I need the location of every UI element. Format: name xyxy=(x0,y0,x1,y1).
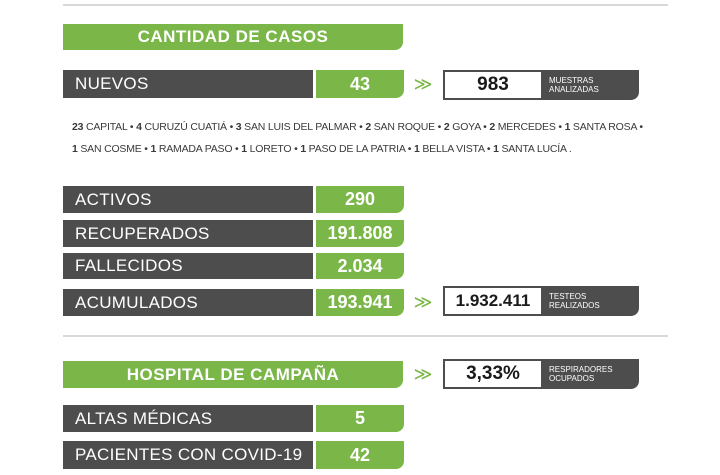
nuevos-value: 43 xyxy=(316,70,404,98)
fallecidos-label: FALLECIDOS xyxy=(63,253,313,279)
locality-item: 1 SAN COSME xyxy=(72,143,142,155)
locality-name: SAN ROQUE xyxy=(371,121,435,133)
bullet-separator: • xyxy=(434,121,444,133)
locality-item: 23 CAPITAL xyxy=(72,121,127,133)
locality-item: 4 CURUZÚ CUATIÁ xyxy=(136,121,227,133)
bullet-separator: • xyxy=(226,121,236,133)
acumulados-label: ACUMULADOS xyxy=(63,289,313,316)
locality-name: SAN COSME xyxy=(77,143,142,155)
locality-count: 1 xyxy=(493,143,499,155)
locality-count: 4 xyxy=(136,121,142,133)
locality-name: SANTA LUCÍA xyxy=(498,143,567,155)
locality-name: LORETO xyxy=(246,143,292,155)
locality-name: GOYA xyxy=(449,121,481,133)
locality-item: 2 GOYA xyxy=(444,121,481,133)
muestras-value: 983 xyxy=(445,72,541,98)
bullet-separator: • xyxy=(232,143,242,155)
locality-name: PASO DE LA PATRIA xyxy=(305,143,406,155)
section-title-casos: CANTIDAD DE CASOS xyxy=(63,24,403,50)
activos-label: ACTIVOS xyxy=(63,186,313,213)
activos-value: 290 xyxy=(316,186,404,213)
locality-count: 3 xyxy=(235,121,242,133)
nuevos-label: NUEVOS xyxy=(63,70,313,98)
altas-label: ALTAS MÉDICAS xyxy=(63,405,313,432)
localities-breakdown: 23 CAPITAL • 4 CURUZÚ CUATIÁ • 3 SAN LUI… xyxy=(72,116,652,160)
locality-count: 1 xyxy=(414,143,420,155)
bullet-separator: • xyxy=(356,121,366,133)
recuperados-value: 191.808 xyxy=(316,220,404,247)
locality-count: 2 xyxy=(443,121,450,133)
locality-count: 2 xyxy=(489,121,495,133)
locality-count: 23 xyxy=(72,121,84,133)
muestras-caption-line2: ANALIZADAS xyxy=(549,85,599,94)
locality-item: 1 BELLA VISTA xyxy=(414,143,484,155)
bullet-separator: • xyxy=(636,121,643,133)
locality-count: 1 xyxy=(241,143,247,155)
fallecidos-value: 2.034 xyxy=(316,253,404,279)
localities-line-2: 1 SAN COSME • 1 RAMADA PASO • 1 LORETO •… xyxy=(72,138,652,160)
locality-name: SANTA ROSA xyxy=(570,121,637,133)
bullet-separator: • xyxy=(127,121,137,133)
locality-count: 2 xyxy=(365,121,372,133)
locality-name: MERCEDES xyxy=(495,121,556,133)
locality-count: 1 xyxy=(564,121,571,133)
testeos-caption-line2: REALIZADOS xyxy=(549,301,600,310)
period: . xyxy=(566,143,572,155)
pacientes-label: PACIENTES CON COVID-19 xyxy=(63,441,313,469)
acumulados-value: 193.941 xyxy=(316,289,404,316)
locality-item: 1 SANTA ROSA xyxy=(565,121,637,133)
recuperados-label: RECUPERADOS xyxy=(63,220,313,247)
double-chevron-right-icon: ≫ xyxy=(413,73,433,94)
locality-item: 3 SAN LUIS DEL PALMAR xyxy=(236,121,357,133)
testeos-box: 1.932.411 TESTEOS REALIZADOS xyxy=(443,286,639,316)
locality-name: SAN LUIS DEL PALMAR xyxy=(241,121,357,133)
locality-name: CURUZÚ CUATIÁ xyxy=(141,121,227,133)
locality-count: 1 xyxy=(150,143,157,155)
locality-count: 1 xyxy=(72,143,78,155)
locality-name: BELLA VISTA xyxy=(419,143,485,155)
altas-value: 5 xyxy=(316,405,404,432)
section-title-hospital: HOSPITAL DE CAMPAÑA xyxy=(63,361,403,388)
bullet-separator: • xyxy=(555,121,565,133)
locality-count: 1 xyxy=(300,143,306,155)
bullet-separator: • xyxy=(405,143,414,155)
locality-item: 1 LORETO xyxy=(241,143,291,155)
muestras-caption: MUESTRAS ANALIZADAS xyxy=(541,72,599,98)
muestras-caption-line1: MUESTRAS xyxy=(549,76,594,85)
locality-item: 2 MERCEDES xyxy=(489,121,555,133)
respiradores-caption-line2: OCUPADOS xyxy=(549,374,595,383)
testeos-value: 1.932.411 xyxy=(445,288,541,314)
respiradores-caption-line1: RESPIRADORES xyxy=(549,365,613,374)
bullet-separator: • xyxy=(484,143,494,155)
respiradores-box: 3,33% RESPIRADORES OCUPADOS xyxy=(443,359,639,389)
top-divider xyxy=(63,4,668,6)
locality-item: 1 SANTA LUCÍA xyxy=(493,143,566,155)
respiradores-value: 3,33% xyxy=(445,361,541,387)
locality-name: RAMADA PASO xyxy=(156,143,233,155)
double-chevron-right-icon: ≫ xyxy=(413,363,433,384)
respiradores-caption: RESPIRADORES OCUPADOS xyxy=(541,361,613,387)
muestras-box: 983 MUESTRAS ANALIZADAS xyxy=(443,70,639,100)
locality-item: 1 RAMADA PASO xyxy=(151,143,233,155)
section-divider xyxy=(63,335,668,337)
locality-name: CAPITAL xyxy=(83,121,128,133)
testeos-caption-line1: TESTEOS xyxy=(549,292,587,301)
testeos-caption: TESTEOS REALIZADOS xyxy=(541,288,600,314)
bullet-separator: • xyxy=(141,143,151,155)
pacientes-value: 42 xyxy=(316,441,404,469)
locality-item: 1 PASO DE LA PATRIA xyxy=(300,143,405,155)
localities-line-1: 23 CAPITAL • 4 CURUZÚ CUATIÁ • 3 SAN LUI… xyxy=(72,116,652,138)
double-chevron-right-icon: ≫ xyxy=(413,291,433,312)
locality-item: 2 SAN ROQUE xyxy=(365,121,435,133)
bullet-separator: • xyxy=(480,121,490,133)
bullet-separator: • xyxy=(291,143,301,155)
